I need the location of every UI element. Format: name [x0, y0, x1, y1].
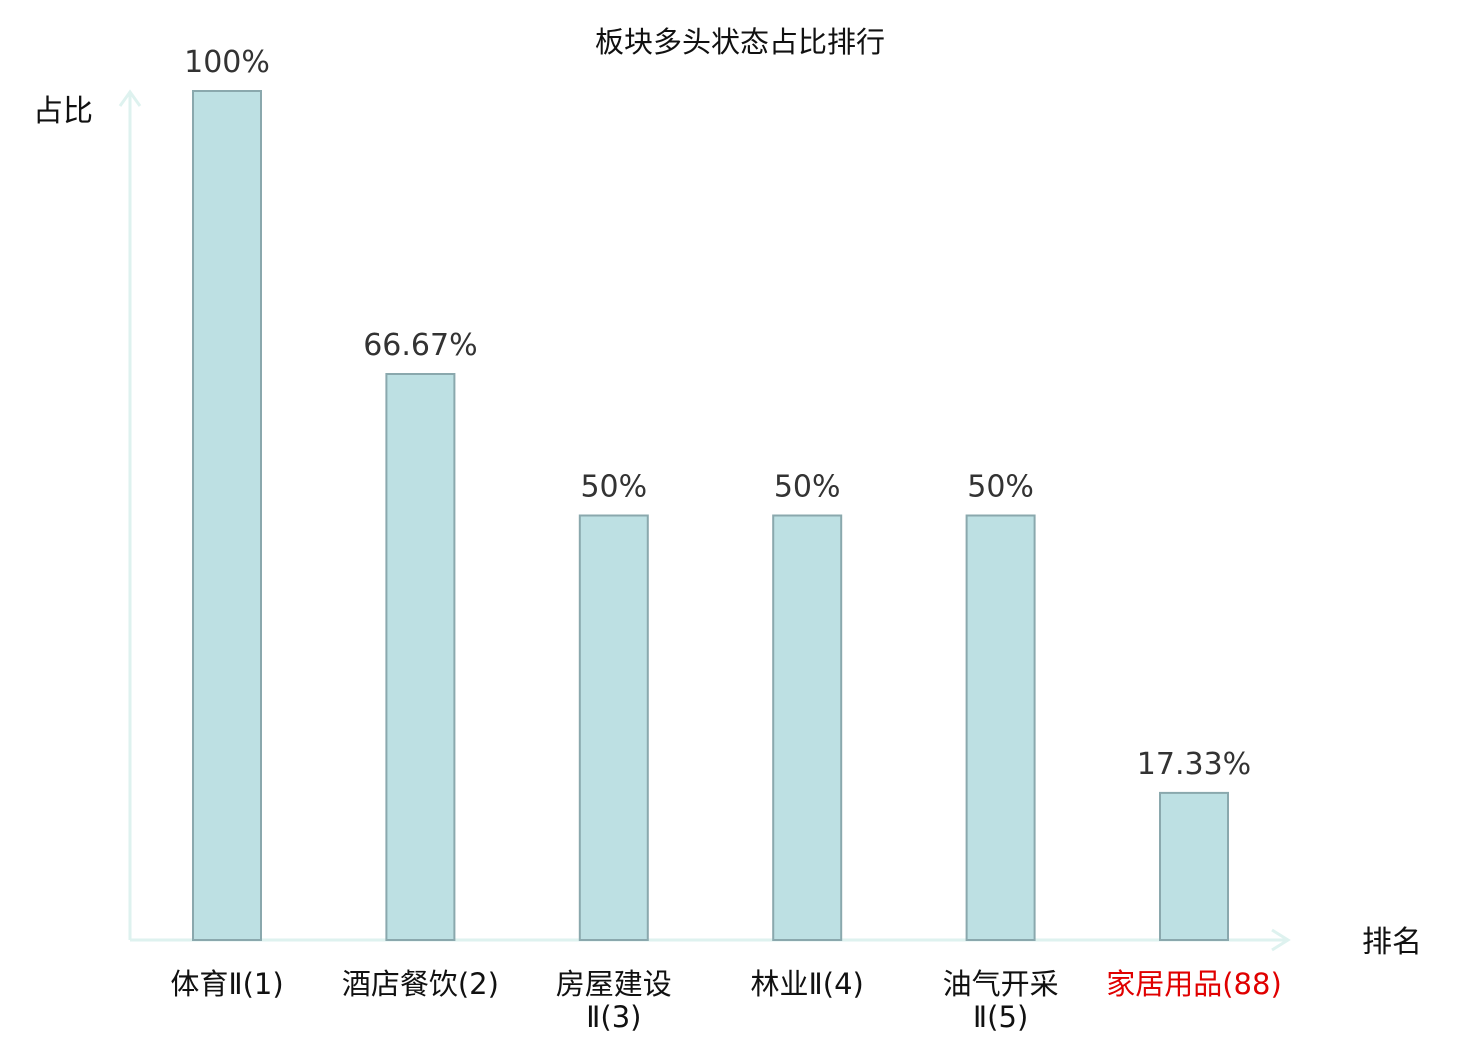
tick-label: 油气开采 Ⅱ(5) — [943, 967, 1059, 1034]
data-label: 66.67% — [363, 328, 477, 363]
bar — [965, 514, 1036, 941]
bar — [772, 514, 843, 941]
category-labels: 体育Ⅱ(1) 酒店餐饮(2) 房屋建设 Ⅱ(3) 林业Ⅱ(4) 油气开采 Ⅱ(5) 家居用品(… — [170, 967, 1281, 1034]
tick-label: 林业Ⅱ(4) — [751, 967, 864, 1001]
x-axis — [130, 928, 1291, 952]
tick-label: 体育Ⅱ(1) — [170, 967, 283, 1001]
data-label: 17.33% — [1137, 747, 1251, 782]
chart-title: 板块多头状态占比排行 — [595, 25, 885, 59]
data-label: 50% — [580, 470, 647, 505]
data-label: 50% — [967, 470, 1034, 505]
bar — [385, 373, 456, 941]
data-label: 50% — [774, 470, 841, 505]
bar — [1159, 791, 1229, 942]
bar — [192, 90, 262, 941]
tick-label: 家居用品(88) — [1106, 967, 1282, 1001]
y-axis — [118, 89, 142, 940]
y-axis-label: 占比 — [33, 94, 93, 129]
data-label: 100% — [184, 45, 270, 80]
tick-label: 酒店餐饮(2) — [342, 967, 499, 1001]
bars — [192, 90, 1229, 942]
tick-label: 房屋建设 Ⅱ(3) — [556, 967, 672, 1034]
value-labels: 100% 66.67% 50% 50% 50% 17.33% — [184, 45, 1251, 782]
bar — [578, 514, 649, 941]
x-axis-label: 排名 — [1362, 925, 1422, 960]
